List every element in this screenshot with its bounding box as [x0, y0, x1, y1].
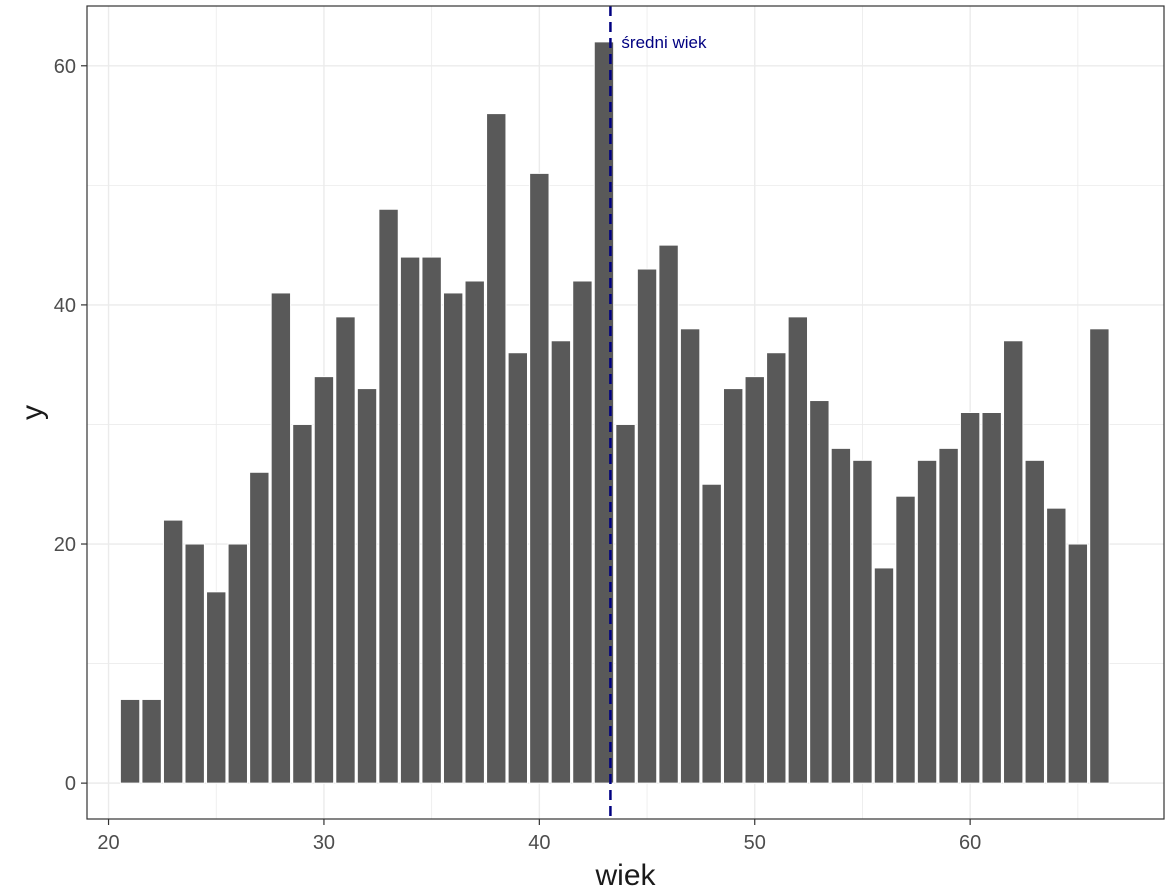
bar-age-41: [550, 340, 572, 784]
bar-age-24: [184, 543, 205, 784]
x-tick-label: 40: [528, 832, 550, 854]
bars: [119, 41, 1110, 784]
bar-age-56: [873, 567, 895, 784]
bar-age-28: [270, 292, 292, 784]
bar-age-43: [593, 41, 615, 784]
bar-age-42: [572, 280, 593, 784]
y-tick-label: 0: [65, 773, 76, 795]
bar-age-39: [507, 352, 528, 784]
bar-age-33: [378, 208, 399, 784]
bar-age-34: [399, 256, 421, 784]
mean-line-group: średni wiek: [609, 6, 707, 819]
bar-age-37: [464, 280, 485, 784]
bar-age-31: [335, 316, 356, 784]
x-tick-label: 20: [97, 832, 119, 854]
bar-age-40: [529, 172, 550, 784]
x-tick-label: 30: [313, 832, 335, 854]
bar-age-52: [787, 316, 809, 784]
bar-age-30: [313, 376, 335, 784]
bar-age-63: [1024, 459, 1045, 784]
bar-age-32: [356, 388, 378, 784]
bar-age-58: [916, 459, 938, 784]
bar-age-48: [701, 483, 722, 784]
bar-age-45: [636, 268, 658, 784]
y-tick-label: 60: [54, 56, 76, 78]
x-axis-title: wiek: [594, 859, 656, 892]
bar-age-51: [766, 352, 787, 784]
bar-age-44: [615, 423, 636, 784]
bar-age-29: [292, 423, 313, 784]
bar-age-66: [1089, 328, 1110, 784]
y-axis-title: y: [16, 405, 49, 420]
bar-age-50: [744, 376, 765, 784]
bar-age-54: [830, 447, 852, 784]
x-tick-label: 60: [959, 832, 981, 854]
bar-age-49: [723, 388, 744, 784]
bar-age-46: [658, 244, 679, 784]
bar-age-47: [679, 328, 701, 784]
bar-age-35: [421, 256, 442, 784]
bar-age-23: [162, 519, 184, 784]
x-tick-label: 50: [744, 832, 766, 854]
mean-age-label: średni wiek: [621, 33, 707, 52]
bar-age-26: [227, 543, 248, 784]
bar-age-38: [486, 113, 507, 784]
bar-age-65: [1067, 543, 1089, 784]
bar-age-22: [141, 698, 162, 784]
bar-age-21: [119, 698, 141, 784]
bar-age-62: [1003, 340, 1024, 784]
axes: 0 20 40 60 20 30 40 50 60: [54, 56, 982, 854]
bar-age-27: [249, 471, 270, 784]
bar-age-36: [442, 292, 464, 784]
bar-age-25: [206, 591, 227, 784]
bar-age-53: [809, 400, 830, 784]
panel-border: [86, 5, 1165, 820]
bar-age-64: [1046, 507, 1067, 784]
bar-age-55: [852, 459, 873, 784]
bar-age-57: [895, 495, 916, 784]
bar-age-61: [981, 412, 1002, 784]
y-tick-label: 40: [54, 295, 76, 317]
bar-age-59: [938, 447, 959, 784]
bar-age-60: [959, 412, 981, 784]
y-tick-label: 20: [54, 534, 76, 556]
